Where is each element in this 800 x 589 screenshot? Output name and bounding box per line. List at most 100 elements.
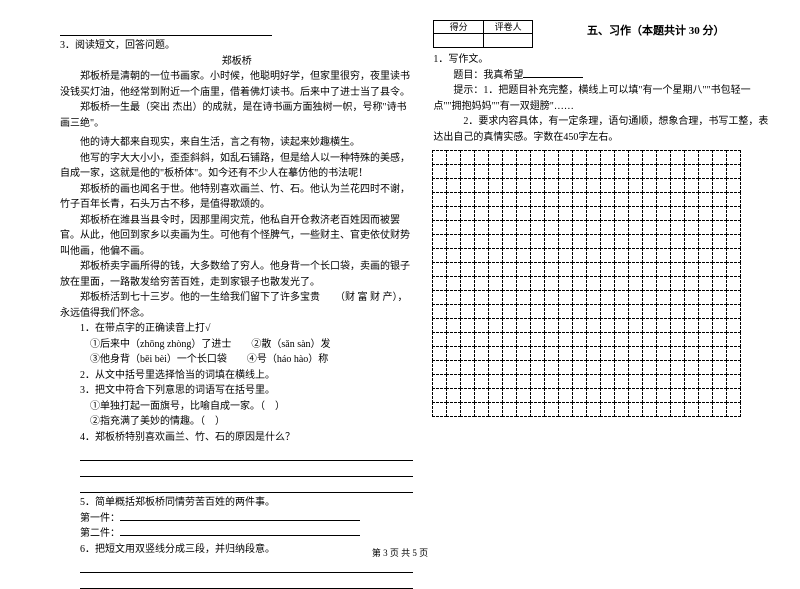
grid-cell	[432, 276, 447, 291]
grid-cell	[698, 304, 713, 319]
grid-cell	[432, 360, 447, 375]
grid-cell	[614, 402, 629, 417]
grid-row	[433, 319, 770, 333]
grid-cell	[628, 402, 643, 417]
grid-cell	[684, 248, 699, 263]
grid-cell	[726, 290, 741, 305]
grid-cell	[572, 164, 587, 179]
grid-cell	[432, 388, 447, 403]
grid-cell	[474, 276, 489, 291]
grid-cell	[474, 234, 489, 249]
grid-row	[433, 151, 770, 165]
grid-cell	[586, 318, 601, 333]
grid-cell	[530, 248, 545, 263]
grid-cell	[432, 290, 447, 305]
grid-cell	[530, 318, 545, 333]
grid-cell	[670, 248, 685, 263]
grid-cell	[502, 346, 517, 361]
grid-cell	[488, 332, 503, 347]
grid-cell	[460, 360, 475, 375]
grid-cell	[530, 332, 545, 347]
grid-cell	[488, 290, 503, 305]
grid-cell	[488, 220, 503, 235]
grid-cell	[474, 360, 489, 375]
grid-cell	[670, 164, 685, 179]
grid-cell	[698, 178, 713, 193]
grid-cell	[516, 192, 531, 207]
subq-1: 1．在带点字的正确读音上打√	[60, 321, 413, 337]
grid-cell	[684, 220, 699, 235]
grid-cell	[446, 346, 461, 361]
grid-cell	[614, 374, 629, 389]
grader-header: 评卷人	[484, 21, 533, 34]
grid-cell	[600, 346, 615, 361]
grid-cell	[684, 332, 699, 347]
grid-cell	[586, 304, 601, 319]
subq-4: 4．郑板桥特别喜欢画兰、竹、石的原因是什么？	[60, 430, 413, 446]
grid-cell	[432, 304, 447, 319]
grid-cell	[656, 178, 671, 193]
grid-cell	[488, 360, 503, 375]
grid-cell	[558, 276, 573, 291]
grid-cell	[726, 206, 741, 221]
grid-cell	[642, 388, 657, 403]
grid-cell	[670, 262, 685, 277]
grid-cell	[446, 206, 461, 221]
grid-cell	[572, 332, 587, 347]
score-cell: 得分	[434, 21, 484, 47]
grid-cell	[726, 304, 741, 319]
grid-cell	[446, 262, 461, 277]
grid-cell	[600, 220, 615, 235]
grid-cell	[614, 332, 629, 347]
grid-cell	[684, 262, 699, 277]
grid-cell	[670, 150, 685, 165]
grid-cell	[558, 388, 573, 403]
score-body	[434, 34, 483, 47]
grid-cell	[656, 276, 671, 291]
grid-cell	[614, 178, 629, 193]
paragraph-2: 郑板桥一生最（突出 杰出）的成就，是在诗书画方面独树一帜，号称"诗书画三绝"。	[60, 100, 413, 131]
grid-cell	[460, 234, 475, 249]
grid-cell	[502, 388, 517, 403]
grid-cell	[600, 402, 615, 417]
grid-row	[433, 165, 770, 179]
grid-cell	[614, 234, 629, 249]
grid-cell	[614, 276, 629, 291]
grid-cell	[544, 164, 559, 179]
grid-cell	[530, 290, 545, 305]
grid-cell	[516, 290, 531, 305]
grid-cell	[544, 150, 559, 165]
grid-cell	[502, 360, 517, 375]
grid-cell	[614, 346, 629, 361]
grid-cell	[628, 304, 643, 319]
grid-cell	[432, 206, 447, 221]
grid-cell	[726, 374, 741, 389]
grid-cell	[460, 178, 475, 193]
grid-cell	[656, 206, 671, 221]
grid-cell	[488, 248, 503, 263]
grid-cell	[600, 388, 615, 403]
grid-cell	[642, 318, 657, 333]
grid-cell	[474, 332, 489, 347]
grid-cell	[586, 150, 601, 165]
grid-cell	[516, 332, 531, 347]
grid-cell	[558, 318, 573, 333]
grid-cell	[656, 346, 671, 361]
grid-cell	[502, 402, 517, 417]
grid-cell	[572, 220, 587, 235]
grid-cell	[670, 178, 685, 193]
grid-cell	[628, 178, 643, 193]
grid-cell	[684, 178, 699, 193]
grid-cell	[600, 290, 615, 305]
answer-line	[80, 463, 413, 477]
subq-1b: ③他身背（bēi bèi）一个长口袋 ④号（háo hào）称	[60, 352, 413, 368]
grid-cell	[684, 388, 699, 403]
grid-cell	[586, 178, 601, 193]
grid-cell	[614, 150, 629, 165]
writing-grid	[433, 151, 770, 417]
grid-cell	[712, 332, 727, 347]
grid-cell	[460, 276, 475, 291]
grid-cell	[544, 276, 559, 291]
grid-cell	[516, 374, 531, 389]
left-column: 3．阅读短文，回答问题。 郑板桥 郑板桥是清朝的一位书画家。小时候，他聪明好学，…	[60, 20, 413, 530]
